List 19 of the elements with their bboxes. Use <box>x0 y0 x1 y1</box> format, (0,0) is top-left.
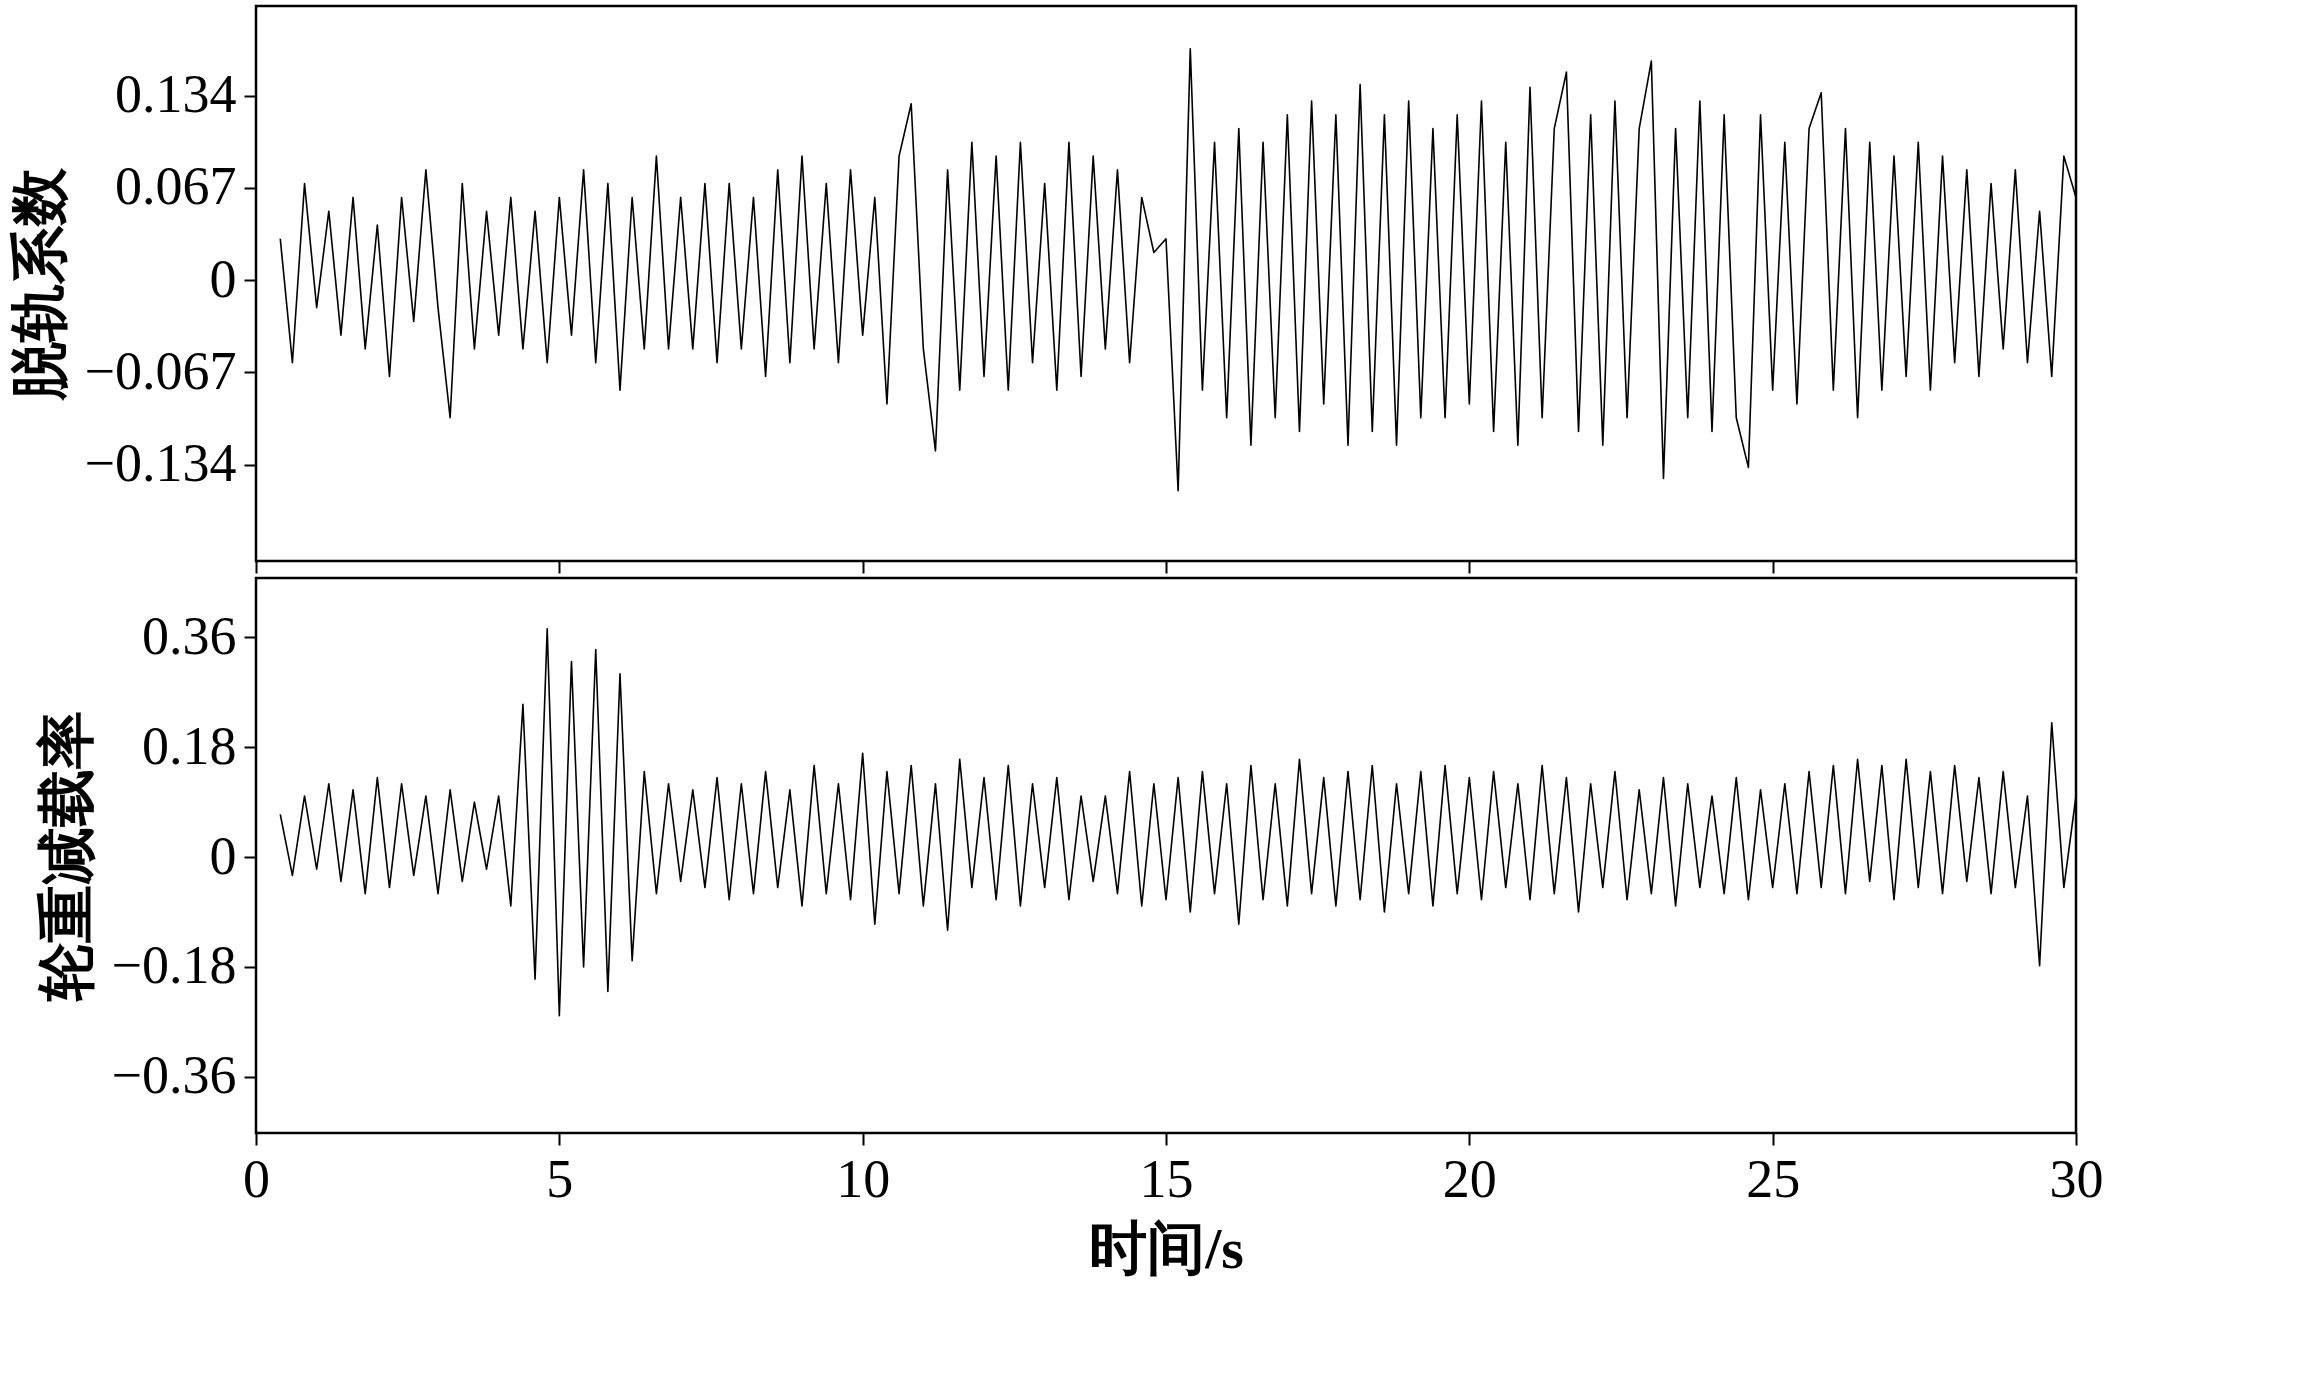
y-tick-label: 0.18 <box>142 715 237 776</box>
y-tick-label: −0.36 <box>111 1045 237 1106</box>
y-tick-label: −0.18 <box>111 935 237 996</box>
y-tick-label: 0.134 <box>115 64 237 125</box>
y-axis-title: 脱轨系数 <box>6 167 72 402</box>
x-tick-label: 5 <box>546 1148 574 1209</box>
x-axis-title: 时间/s <box>1089 1215 1244 1281</box>
x-tick-label: 20 <box>1442 1148 1497 1209</box>
y-tick-label: −0.067 <box>84 340 237 401</box>
x-tick-label: 30 <box>2049 1148 2104 1209</box>
y-tick-label: 0 <box>209 825 237 886</box>
y-tick-label: −0.134 <box>84 433 237 494</box>
y-tick-label: 0 <box>209 248 237 309</box>
y-axis-title: 轮重减载率 <box>33 711 99 1003</box>
y-tick-label: 0.36 <box>142 605 237 666</box>
x-tick-label: 15 <box>1139 1148 1194 1209</box>
x-tick-label: 10 <box>836 1148 891 1209</box>
y-tick-label: 0.067 <box>115 156 237 217</box>
x-tick-label: 25 <box>1746 1148 1801 1209</box>
